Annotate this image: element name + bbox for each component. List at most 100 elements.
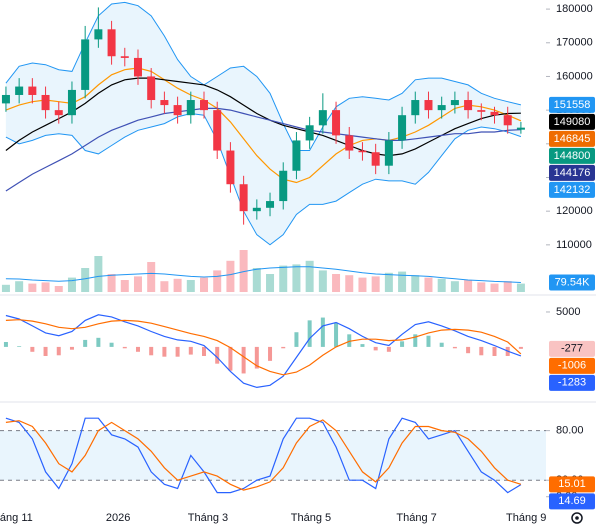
candle-body xyxy=(133,57,142,77)
volume-bar xyxy=(411,275,420,292)
volume-bar xyxy=(186,280,195,292)
settings-gear[interactable] xyxy=(571,512,583,524)
volume-bar xyxy=(424,277,433,292)
volume-bar xyxy=(15,281,24,292)
volume-bar xyxy=(384,272,393,292)
candle-body xyxy=(516,127,525,130)
macd-histogram-bar xyxy=(373,346,378,351)
macd-histogram-bar xyxy=(17,346,22,347)
volume-bar xyxy=(160,281,169,292)
volume-ma xyxy=(5,266,521,283)
candle-body xyxy=(266,201,275,208)
candle-body xyxy=(345,135,354,151)
volume-bar xyxy=(516,283,525,292)
value-label-bg xyxy=(549,274,595,291)
macd-histogram-bar xyxy=(175,346,180,357)
candle-body xyxy=(173,105,182,116)
x-tick-label: Tháng 3 xyxy=(188,512,228,524)
macd-histogram-bar xyxy=(439,342,444,347)
stochastic-line xyxy=(5,419,522,491)
value-label: 79.54K xyxy=(555,276,591,288)
volume-bar xyxy=(464,280,473,292)
value-label-bg xyxy=(549,113,595,130)
volume-bar xyxy=(266,274,275,292)
candle-body xyxy=(424,100,433,111)
macd-histogram-bar xyxy=(135,346,140,352)
candle-body xyxy=(503,115,512,126)
moving-average xyxy=(5,67,522,184)
volume-bar xyxy=(147,262,156,292)
macd-histogram-bar xyxy=(294,332,299,347)
volume-bar xyxy=(318,270,327,292)
value-label-bg xyxy=(549,493,595,510)
macd-histogram-bar xyxy=(56,346,61,356)
macd-histogram-bar xyxy=(188,346,193,355)
candle-body xyxy=(318,110,327,126)
volume-bar xyxy=(358,277,367,292)
y-tick-label: 120000 xyxy=(556,205,593,217)
volume-bar xyxy=(371,276,380,292)
settings-gear-center[interactable] xyxy=(575,516,579,520)
candle-body xyxy=(411,100,420,116)
value-label: -277 xyxy=(561,343,583,355)
macd-histogram-bar xyxy=(334,322,339,347)
candle-body xyxy=(279,170,288,202)
value-label-bg xyxy=(549,340,595,357)
macd-histogram-bar xyxy=(254,346,259,369)
volume-bar xyxy=(437,278,446,292)
volume-bar xyxy=(503,281,512,292)
candle-body xyxy=(1,94,10,104)
volume-bar xyxy=(133,276,142,292)
volume-bar xyxy=(450,281,459,292)
y-tick-label: 80.00 xyxy=(556,425,584,437)
value-label-bg xyxy=(549,476,595,493)
candle-body xyxy=(41,94,50,111)
value-label-bg xyxy=(549,181,595,198)
volume-bar xyxy=(345,275,354,292)
volume-bar xyxy=(239,250,248,292)
candle-body xyxy=(226,150,235,185)
macd-histogram-bar xyxy=(241,346,246,374)
volume-bar xyxy=(490,283,499,292)
volume-bar xyxy=(107,274,116,292)
settings-icon[interactable] xyxy=(571,512,583,524)
macd-histogram-bar xyxy=(466,346,471,354)
volume-bar xyxy=(213,270,222,292)
candle-body xyxy=(239,184,248,212)
x-tick-label: Tháng 7 xyxy=(396,512,436,524)
value-label: -1283 xyxy=(558,377,586,389)
x-tick-label: Tháng 5 xyxy=(291,512,331,524)
volume-bar xyxy=(279,265,288,292)
value-label: 149080 xyxy=(554,116,591,128)
macd-histogram-bar xyxy=(202,346,207,356)
value-label-bg xyxy=(549,374,595,391)
macd-histogram-bar xyxy=(3,342,8,347)
macd-histogram-bar xyxy=(122,346,127,349)
moving-average xyxy=(5,77,521,157)
value-label: 15.01 xyxy=(558,478,586,490)
bollinger-upper xyxy=(5,1,522,151)
macd-histogram-bar xyxy=(215,346,220,364)
value-label-bg xyxy=(549,96,595,113)
y-tick-label: 110000 xyxy=(556,239,592,251)
macd-histogram-bar xyxy=(268,346,273,361)
candle-body xyxy=(450,100,459,106)
moving-average xyxy=(5,107,521,192)
candle-body xyxy=(160,100,169,106)
candle-body xyxy=(332,110,341,136)
macd-histogram-bar xyxy=(479,346,484,356)
y-tick-label: 5000 xyxy=(556,306,580,318)
volume-bar xyxy=(252,268,261,292)
candle-body xyxy=(398,115,407,141)
value-label: 144800 xyxy=(554,150,591,162)
volume-bar xyxy=(120,280,129,292)
candle-body xyxy=(200,100,209,111)
stochastic-band xyxy=(0,430,546,481)
x-tick-label: Tháng 9 xyxy=(506,512,546,524)
candle-body xyxy=(358,150,367,153)
candle-body xyxy=(213,110,222,151)
volume-bar xyxy=(81,268,90,292)
value-label-bg xyxy=(549,130,595,147)
macd-line xyxy=(5,314,522,389)
